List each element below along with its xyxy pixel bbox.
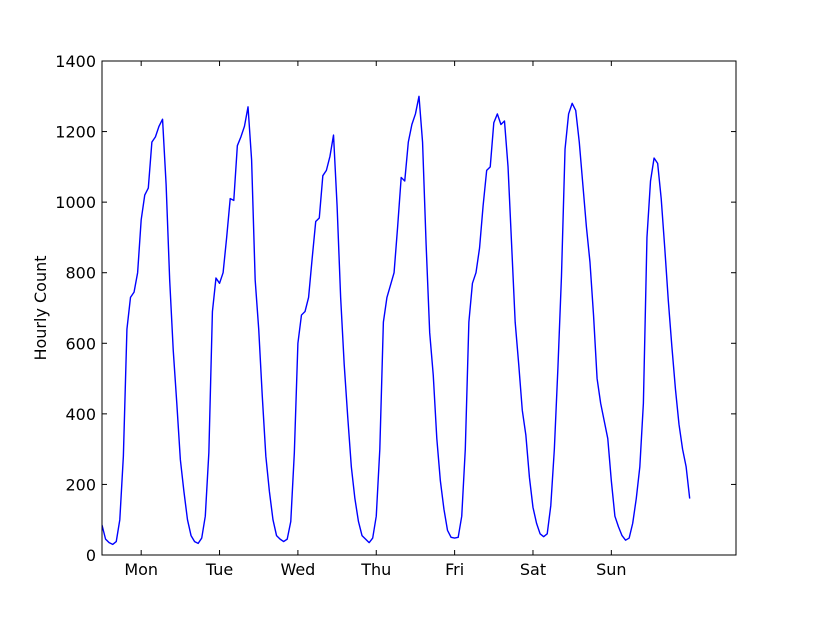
x-tick-label-tue: Tue bbox=[205, 560, 233, 579]
y-axis: 0 200 400 600 800 1000 1200 1400 bbox=[55, 52, 736, 565]
y-axis-label: Hourly Count bbox=[31, 255, 50, 360]
x-axis: Mon Tue Wed Thu Fri Sat Sun bbox=[124, 61, 627, 579]
y-tick-label: 1200 bbox=[55, 123, 96, 142]
y-tick-label: 1000 bbox=[55, 193, 96, 212]
y-tick-label: 600 bbox=[65, 334, 96, 353]
y-tick-label: 0 bbox=[86, 546, 96, 565]
x-tick-label-mon: Mon bbox=[124, 560, 158, 579]
x-tick-label-sat: Sat bbox=[520, 560, 546, 579]
x-tick-label-wed: Wed bbox=[280, 560, 315, 579]
x-tick-label-sun: Sun bbox=[596, 560, 626, 579]
y-tick-label: 400 bbox=[65, 405, 96, 424]
series-line-0 bbox=[102, 95, 691, 546]
y-tick-label: 1400 bbox=[55, 52, 96, 71]
plot-area bbox=[102, 61, 736, 555]
y-tick-label: 200 bbox=[65, 475, 96, 494]
series-layer bbox=[102, 95, 691, 546]
x-tick-label-thu: Thu bbox=[360, 560, 391, 579]
plot-frame bbox=[101, 60, 737, 556]
x-tick-label-fri: Fri bbox=[445, 560, 464, 579]
y-tick-label: 800 bbox=[65, 264, 96, 283]
